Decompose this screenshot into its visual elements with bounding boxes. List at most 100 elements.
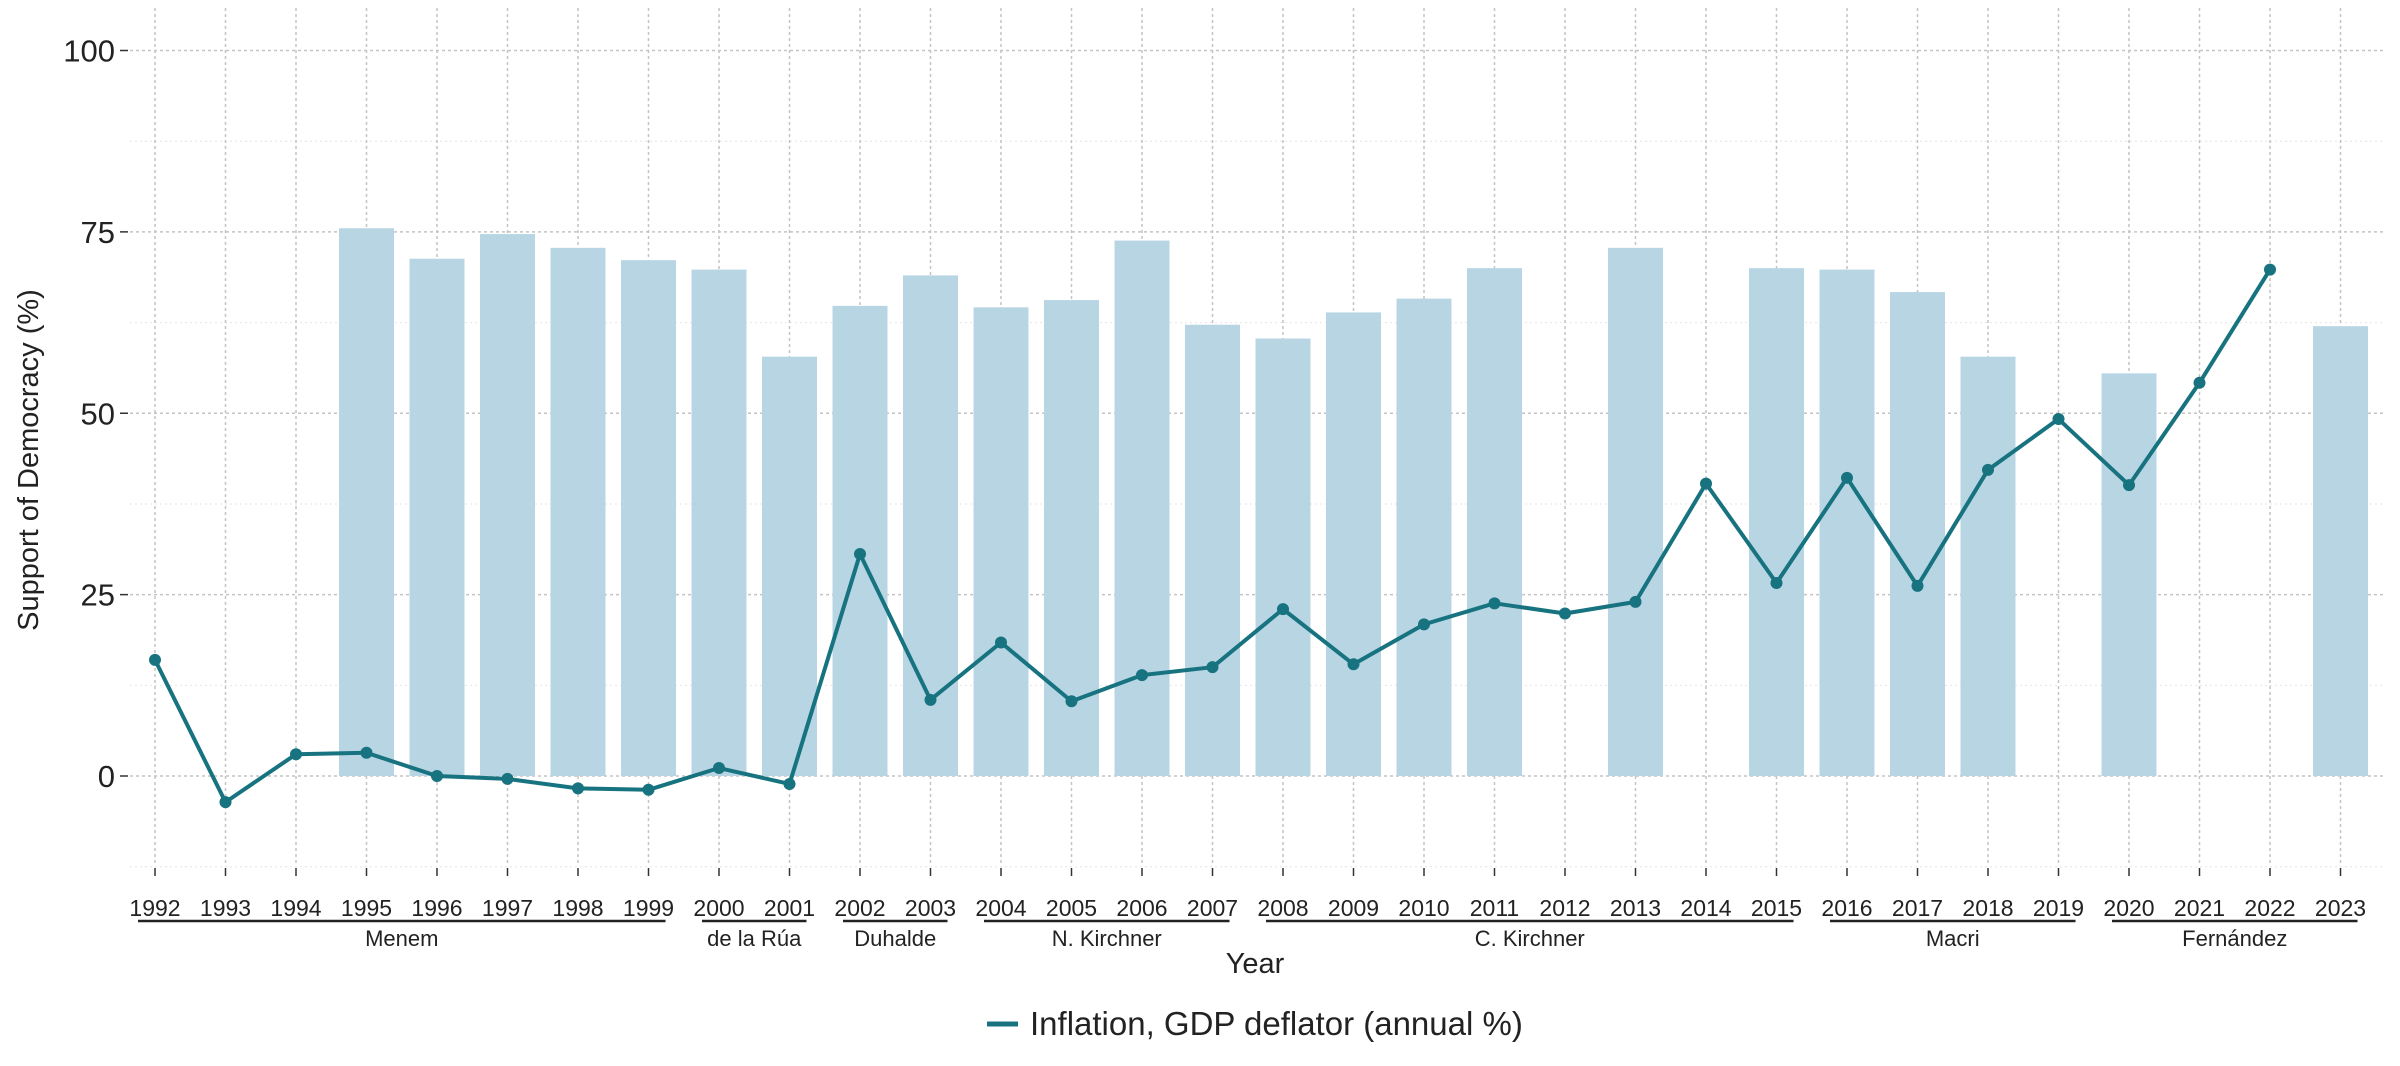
bar-2006 [1114,240,1170,776]
president-label: Macri [1926,926,1980,951]
y-tick-label: 0 [98,759,115,794]
y-axis-label: Support of Democracy (%) [13,289,45,631]
bar-1997 [480,234,535,776]
point-2002 [854,547,866,560]
point-1994 [290,748,302,761]
bar-2023 [2313,326,2368,776]
point-2020 [2123,479,2135,492]
point-2000 [713,762,725,775]
bars [339,228,2368,776]
point-2005 [1065,695,1078,708]
point-2012 [1559,607,1571,620]
x-tick-label: 2018 [1962,895,2013,921]
x-tick-label: 2007 [1187,895,1238,921]
y-tick-label: 100 [63,34,115,69]
bar-2008 [1255,338,1311,776]
president-label: Menem [365,926,438,951]
x-tick-label: 1999 [623,895,674,921]
x-tick-label: 2008 [1257,895,1308,921]
x-tick-label: 1992 [129,895,180,921]
bar-2016 [1819,269,1875,776]
bar-2017 [1890,292,1945,776]
point-2022 [2264,263,2276,276]
president-label: Duhalde [854,926,936,951]
y-tick-label: 25 [81,578,115,613]
bar-2011 [1467,268,1522,776]
line-series [149,263,2276,809]
x-tick-label: 2016 [1821,895,1872,921]
x-axis: 1992 1993 1994 1995 1996 1997 1998 1999 2000 2001… [129,868,2366,921]
point-1999 [642,783,655,796]
x-tick-label: 2022 [2244,895,2295,921]
point-2009 [1347,658,1360,671]
bar-1999 [621,260,676,776]
x-tick-label: 2017 [1892,895,1943,921]
president-label: Fernández [2182,926,2287,951]
x-tick-label: 2011 [1470,895,1519,921]
bar-2004 [973,307,1029,776]
x-tick-label: 2006 [1116,895,1167,921]
x-tick-label: 2009 [1328,895,1379,921]
x-tick-label: 2019 [2033,895,2084,921]
bar-2018 [1960,356,2016,776]
x-tick-label: 1997 [482,895,533,921]
bar-1996 [409,258,465,776]
x-tick-label: 2005 [1046,895,1097,921]
x-tick-label: 2021 [2174,895,2225,921]
point-1993 [219,796,232,809]
x-tick-label: 2020 [2103,895,2154,921]
point-2007 [1206,661,1219,674]
point-2015 [1770,577,1783,590]
bar-2010 [1396,298,1452,776]
x-tick-label: 2010 [1398,895,1449,921]
point-2019 [2052,413,2065,426]
president-label: N. Kirchner [1052,926,1162,951]
y-tick-label: 50 [81,396,115,431]
x-tick-label: 2014 [1680,895,1731,921]
president-label: C. Kirchner [1475,926,1585,951]
bar-2002 [832,305,888,776]
point-2006 [1136,669,1148,682]
x-tick-label: 2012 [1539,895,1590,921]
point-2008 [1277,603,1289,616]
president-label: de la Rúa [707,926,802,951]
x-tick-label: 2015 [1751,895,1802,921]
x-tick-label: 1994 [270,895,321,921]
point-2003 [924,693,937,706]
bar-2000 [691,269,747,776]
bar-2007 [1185,324,1240,776]
point-2010 [1418,618,1430,631]
x-tick-label: 1996 [411,895,462,921]
y-tick-label: 75 [81,215,115,250]
x-tick-label: 2000 [693,895,744,921]
legend: Inflation, GDP deflator (annual %) [987,1005,1523,1042]
x-tick-label: 1998 [552,895,603,921]
bar-2015 [1749,268,1804,776]
x-tick-label: 1993 [200,895,251,921]
x-tick-label: 2003 [905,895,956,921]
bar-2020 [2101,373,2157,776]
point-2014 [1700,477,1712,490]
x-tick-label: 1995 [341,895,392,921]
point-1995 [360,746,373,759]
x-tick-label: 2004 [975,895,1026,921]
point-1996 [431,770,443,782]
point-2011 [1488,597,1501,610]
bar-1995 [339,228,394,776]
point-1997 [501,772,514,785]
president-groups: Menem de la Rúa Duhalde N. Kirchner C. Kirch… [138,919,2358,951]
bar-2001 [762,356,817,776]
x-tick-label: 2013 [1610,895,1661,921]
x-tick-label: 2002 [834,895,885,921]
point-2017 [1911,579,1924,592]
legend-label: Inflation, GDP deflator (annual %) [1030,1005,1523,1042]
point-2001 [783,777,796,790]
x-axis-label: Year [1226,948,1285,980]
x-tick-label: 2023 [2315,895,2366,921]
bar-2003 [903,275,958,776]
bar-2009 [1326,312,1381,776]
bar-2013 [1608,247,1663,776]
point-2004 [995,636,1007,649]
point-1998 [572,782,584,795]
